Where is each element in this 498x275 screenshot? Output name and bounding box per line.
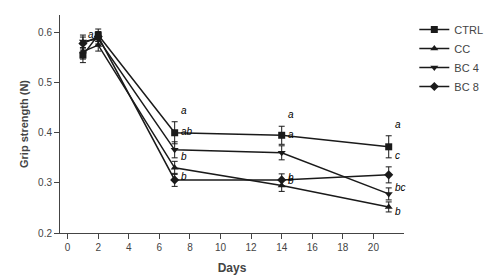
svg-text:a: a: [288, 129, 294, 140]
svg-text:8: 8: [187, 242, 193, 253]
svg-text:b: b: [288, 175, 294, 186]
svg-text:0.6: 0.6: [38, 27, 52, 38]
svg-text:Days: Days: [218, 261, 247, 275]
svg-text:b: b: [181, 151, 187, 162]
svg-text:c: c: [395, 150, 400, 161]
svg-text:a: a: [288, 109, 294, 120]
svg-text:10: 10: [215, 242, 227, 253]
svg-text:BC 4: BC 4: [454, 62, 478, 74]
svg-text:0.4: 0.4: [38, 127, 52, 138]
svg-text:14: 14: [276, 242, 288, 253]
svg-text:b: b: [288, 172, 294, 183]
svg-text:2: 2: [95, 242, 101, 253]
svg-text:a: a: [181, 105, 187, 116]
svg-text:bc: bc: [395, 182, 406, 193]
svg-text:18: 18: [337, 242, 349, 253]
svg-text:0: 0: [65, 242, 71, 253]
svg-text:b: b: [395, 206, 401, 217]
svg-text:a: a: [88, 29, 94, 40]
svg-text:CC: CC: [454, 43, 470, 55]
svg-text:0.2: 0.2: [38, 228, 52, 239]
svg-text:b: b: [181, 171, 187, 182]
svg-text:4: 4: [126, 242, 132, 253]
svg-text:16: 16: [307, 242, 319, 253]
svg-text:BC 8: BC 8: [454, 81, 478, 93]
svg-text:0.5: 0.5: [38, 77, 52, 88]
svg-text:CTRL: CTRL: [454, 24, 483, 36]
svg-text:a: a: [395, 119, 401, 130]
svg-text:20: 20: [368, 242, 380, 253]
svg-text:Grip strength (N): Grip strength (N): [18, 80, 30, 168]
svg-text:0.3: 0.3: [38, 177, 52, 188]
svg-text:6: 6: [157, 242, 163, 253]
svg-text:12: 12: [246, 242, 258, 253]
svg-text:ab: ab: [181, 126, 193, 137]
